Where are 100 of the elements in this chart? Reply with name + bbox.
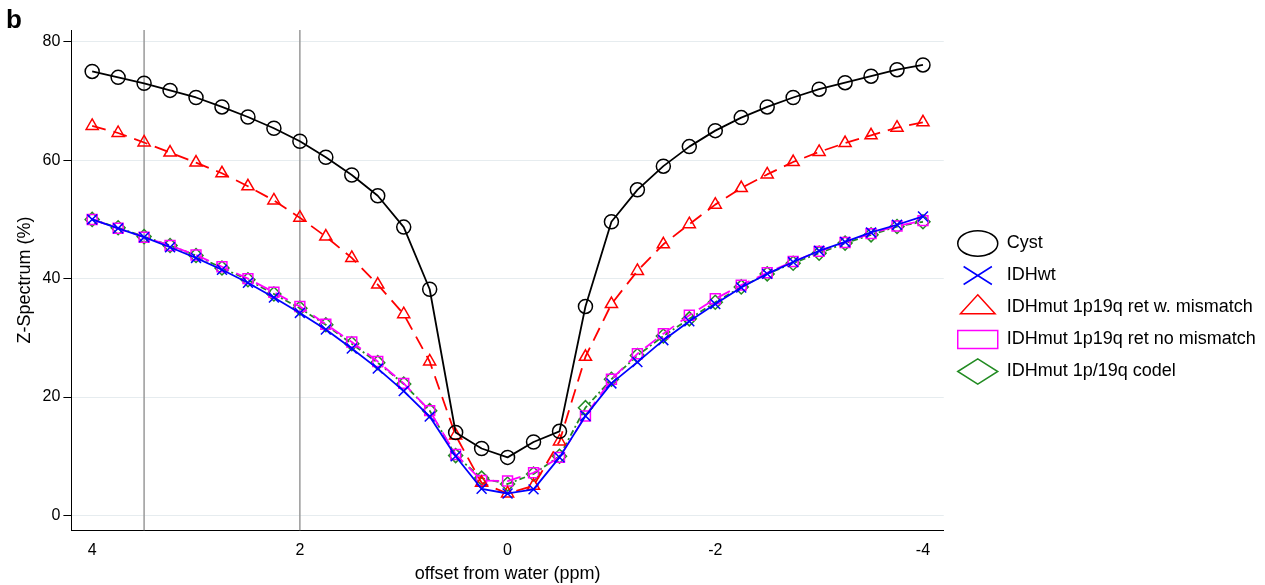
- point: [214, 99, 230, 115]
- point: [268, 286, 280, 298]
- x-tick-label: -4: [915, 541, 931, 559]
- point: [189, 154, 203, 167]
- point: [760, 166, 775, 179]
- point: [526, 478, 541, 491]
- point: [655, 328, 672, 344]
- point: [708, 196, 723, 209]
- y-tick-label: 0: [51, 505, 61, 523]
- point: [552, 433, 567, 446]
- x-tick-label: 0: [503, 541, 513, 559]
- point: [683, 315, 696, 327]
- point: [682, 216, 697, 229]
- point: [578, 349, 593, 362]
- point: [319, 228, 333, 241]
- point: [318, 149, 334, 166]
- point: [605, 377, 618, 390]
- x-tick-label: 4: [87, 541, 97, 559]
- point: [344, 250, 359, 263]
- legend-label: IDHmut 1p19q ret no mismatch: [1006, 328, 1256, 349]
- legend-label: Cyst: [1006, 232, 1043, 253]
- point: [163, 144, 177, 157]
- point: [110, 69, 126, 86]
- point: [137, 134, 151, 147]
- point: [268, 291, 280, 304]
- point: [812, 144, 826, 157]
- point: [603, 214, 620, 230]
- point: [811, 81, 827, 97]
- point: [473, 440, 490, 457]
- point: [863, 68, 879, 84]
- y-tick-label: 40: [42, 269, 61, 287]
- point: [396, 306, 411, 319]
- point: [501, 475, 514, 487]
- point: [785, 89, 801, 106]
- point: [734, 180, 749, 193]
- point: [629, 182, 646, 198]
- point: [473, 470, 490, 486]
- point: [267, 192, 281, 205]
- point: [629, 347, 646, 364]
- point: [837, 74, 853, 91]
- x-tick-label: 2: [295, 541, 305, 559]
- point: [657, 334, 670, 346]
- point: [292, 133, 308, 150]
- point: [655, 158, 672, 174]
- point: [370, 188, 386, 204]
- point: [84, 63, 100, 80]
- point: [499, 476, 516, 492]
- point: [136, 75, 152, 92]
- point: [551, 423, 568, 440]
- point: [525, 434, 542, 450]
- legend-label: IDHmut 1p19q ret w. mismatch: [1006, 296, 1253, 317]
- point: [85, 118, 99, 131]
- legend-label: IDHwt: [1006, 264, 1056, 285]
- point: [786, 154, 800, 167]
- point: [398, 385, 410, 397]
- point: [759, 99, 775, 115]
- point: [864, 127, 878, 140]
- point: [395, 219, 412, 235]
- point: [917, 210, 929, 223]
- point: [266, 286, 282, 302]
- y-tick-label: 20: [42, 387, 61, 405]
- point: [421, 281, 438, 298]
- point: [240, 109, 256, 125]
- point: [241, 178, 255, 191]
- point: [707, 122, 724, 139]
- point: [657, 327, 670, 340]
- point: [683, 309, 696, 322]
- point: [344, 167, 360, 183]
- point: [344, 335, 360, 352]
- point: [423, 410, 436, 423]
- point: [890, 119, 904, 132]
- point: [370, 276, 385, 289]
- point: [681, 311, 698, 327]
- point: [422, 353, 437, 366]
- point: [162, 82, 178, 99]
- point: [293, 209, 307, 222]
- chart-title: b: [6, 4, 22, 35]
- point: [916, 114, 930, 127]
- point: [631, 348, 644, 360]
- point: [577, 298, 594, 315]
- y-tick-label: 60: [42, 150, 61, 168]
- point: [372, 362, 384, 375]
- point: [527, 483, 540, 496]
- point: [681, 138, 698, 155]
- point: [915, 57, 931, 73]
- point: [631, 356, 644, 368]
- point: [838, 135, 852, 148]
- point: [707, 294, 724, 311]
- x-axis-title: offset from water (ppm): [414, 563, 601, 584]
- point: [266, 120, 282, 137]
- legend-label: IDHmut 1p/19q codel: [1006, 360, 1176, 381]
- point: [346, 342, 358, 355]
- point: [889, 61, 905, 78]
- point: [215, 165, 229, 178]
- point: [475, 483, 488, 495]
- point: [733, 109, 749, 126]
- point: [656, 236, 671, 249]
- x-tick-label: -2: [708, 541, 723, 559]
- y-tick-label: 80: [42, 32, 61, 50]
- point: [604, 296, 619, 309]
